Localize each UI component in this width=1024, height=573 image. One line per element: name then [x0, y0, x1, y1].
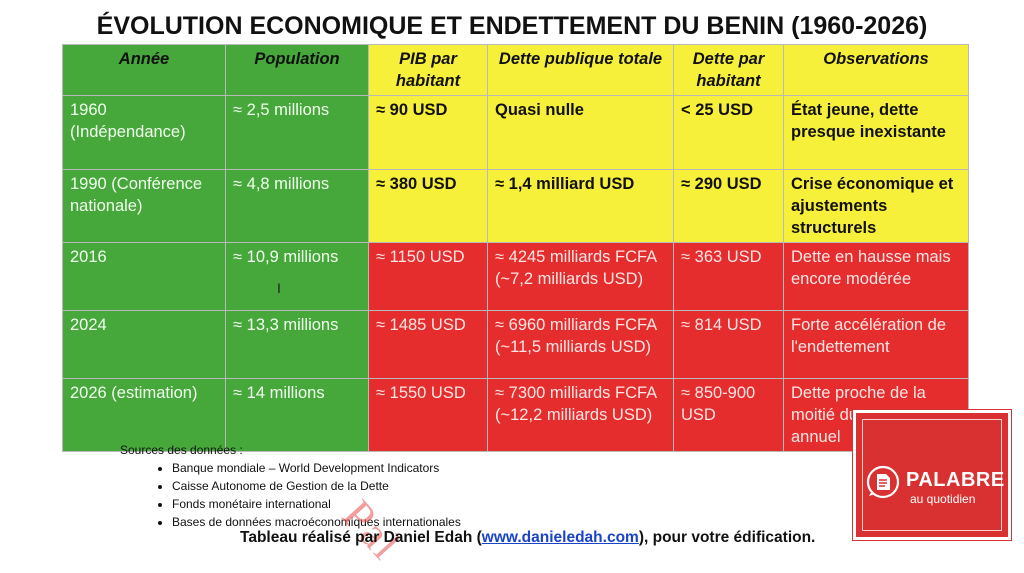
- palabre-logo: PALABRE au quotidien: [853, 410, 1011, 540]
- source-item: Caisse Autonome de Gestion de la Dette: [172, 477, 461, 495]
- source-item: Bases de données macroéconomiques intern…: [172, 513, 461, 531]
- cell-dette-hab: < 25 USD: [673, 95, 784, 170]
- cell-pib: ≈ 380 USD: [368, 169, 488, 243]
- cell-dette: ≈ 6960 milliards FCFA (~11,5 milliards U…: [487, 310, 674, 379]
- cell-annee: 2016: [62, 242, 226, 311]
- cell-observations: Crise économique et ajustements structur…: [783, 169, 969, 243]
- cell-annee: 2026 (estimation): [62, 378, 226, 452]
- cell-dette-hab: ≈ 850-900 USD: [673, 378, 784, 452]
- cell-observations: Forte accélération de l'endettement: [783, 310, 969, 379]
- cell-dette: ≈ 7300 milliards FCFA (~12,2 milliards U…: [487, 378, 674, 452]
- cell-annee: 1960 (Indépendance): [62, 95, 226, 170]
- logo-frame: [862, 419, 1002, 531]
- cell-pib: ≈ 1485 USD: [368, 310, 488, 379]
- source-item: Banque mondiale – World Development Indi…: [172, 459, 461, 477]
- credit-line: Tableau réalisé par Daniel Edah (www.dan…: [240, 529, 815, 547]
- credit-link[interactable]: www.danieledah.com: [481, 529, 639, 546]
- sources-list: Banque mondiale – World Development Indi…: [120, 459, 461, 531]
- source-item: Fonds monétaire international: [172, 495, 461, 513]
- cell-population: ≈ 4,8 millions: [225, 169, 369, 243]
- cell-annee: 2024: [62, 310, 226, 379]
- table-row: 2016 ≈ 10,9 millions ≈ 1150 USD ≈ 4245 m…: [62, 242, 969, 311]
- cell-dette-hab: ≈ 290 USD: [673, 169, 784, 243]
- header-dette: Dette publique totale: [487, 44, 674, 96]
- credit-suffix: ), pour votre édification.: [638, 529, 816, 546]
- cell-dette-hab: ≈ 814 USD: [673, 310, 784, 379]
- table-header-row: Année Population PIB par habitant Dette …: [62, 44, 969, 96]
- cell-observations: État jeune, dette presque inexistante: [783, 95, 969, 170]
- cell-pib: ≈ 1150 USD: [368, 242, 488, 311]
- text-cursor-icon: I: [277, 280, 281, 296]
- document-speech-icon: [866, 465, 900, 499]
- credit-prefix: Tableau réalisé par Daniel Edah (: [240, 529, 482, 546]
- table-row: 2024 ≈ 13,3 millions ≈ 1485 USD ≈ 6960 m…: [62, 310, 969, 379]
- cell-dette: Quasi nulle: [487, 95, 674, 170]
- cell-population: ≈ 13,3 millions: [225, 310, 369, 379]
- table-row: 1990 (Conférence nationale) ≈ 4,8 millio…: [62, 169, 969, 243]
- header-observations: Observations: [783, 44, 969, 96]
- header-annee: Année: [62, 44, 226, 96]
- cell-pib: ≈ 1550 USD: [368, 378, 488, 452]
- cell-population: ≈ 10,9 millions: [225, 242, 369, 311]
- header-population: Population: [225, 44, 369, 96]
- header-dette-hab: Dette par habitant: [673, 44, 784, 96]
- cell-observations: Dette en hausse mais encore modérée: [783, 242, 969, 311]
- cell-pib: ≈ 90 USD: [368, 95, 488, 170]
- cell-population: ≈ 2,5 millions: [225, 95, 369, 170]
- cell-dette: ≈ 4245 milliards FCFA (~7,2 milliards US…: [487, 242, 674, 311]
- cell-annee: 1990 (Conférence nationale): [62, 169, 226, 243]
- header-pib: PIB par habitant: [368, 44, 488, 96]
- table-row: 1960 (Indépendance) ≈ 2,5 millions ≈ 90 …: [62, 95, 969, 170]
- logo-title: PALABRE: [906, 469, 1005, 491]
- cell-dette: ≈ 1,4 milliard USD: [487, 169, 674, 243]
- cell-dette-hab: ≈ 363 USD: [673, 242, 784, 311]
- data-table: Année Population PIB par habitant Dette …: [62, 44, 969, 452]
- logo-subtitle: au quotidien: [910, 492, 976, 506]
- sources-block: Sources des données : Banque mondiale – …: [120, 441, 461, 531]
- sources-heading: Sources des données :: [120, 443, 243, 457]
- table-row: 2026 (estimation) ≈ 14 millions ≈ 1550 U…: [62, 378, 969, 452]
- page-title: ÉVOLUTION ECONOMIQUE ET ENDETTEMENT DU B…: [96, 12, 928, 40]
